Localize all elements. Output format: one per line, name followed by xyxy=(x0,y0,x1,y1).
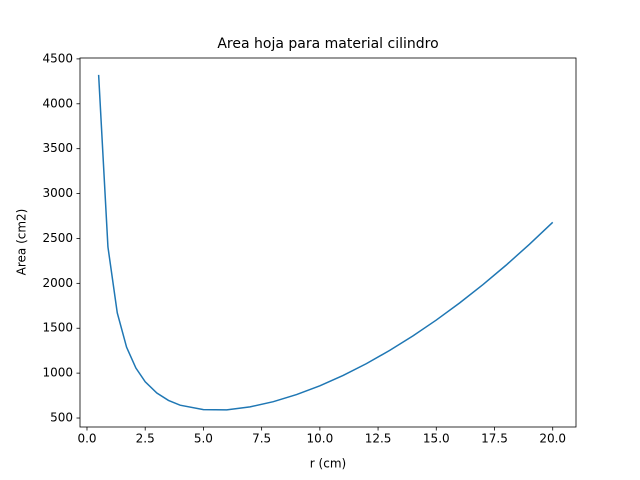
y-tick-label: 2500 xyxy=(42,231,73,245)
x-tick-label: 20.0 xyxy=(539,432,566,446)
y-tick-label: 1500 xyxy=(42,321,73,335)
x-tick-label: 5.0 xyxy=(194,432,213,446)
y-tick-label: 2000 xyxy=(42,276,73,290)
y-axis-label: Area (cm2) xyxy=(15,209,29,276)
y-tick-label: 1000 xyxy=(42,366,73,380)
axes-frame xyxy=(79,57,577,428)
x-axis-label: r (cm) xyxy=(310,457,346,471)
y-tick-label: 500 xyxy=(50,411,73,425)
x-tick-label: 2.5 xyxy=(136,432,155,446)
x-tick-label: 10.0 xyxy=(306,432,333,446)
x-tick-label: 12.5 xyxy=(365,432,392,446)
x-tick-label: 15.0 xyxy=(423,432,450,446)
chart-title: Area hoja para material cilindro xyxy=(217,36,438,52)
x-tick-label: 7.5 xyxy=(252,432,271,446)
x-tick-label: 0.0 xyxy=(77,432,96,446)
y-tick-label: 3000 xyxy=(42,186,73,200)
x-tick-label: 17.5 xyxy=(481,432,508,446)
y-tick-label: 3500 xyxy=(42,141,73,155)
y-tick-label: 4500 xyxy=(42,51,73,65)
y-tick-label: 4000 xyxy=(42,96,73,110)
line-series xyxy=(97,74,554,411)
